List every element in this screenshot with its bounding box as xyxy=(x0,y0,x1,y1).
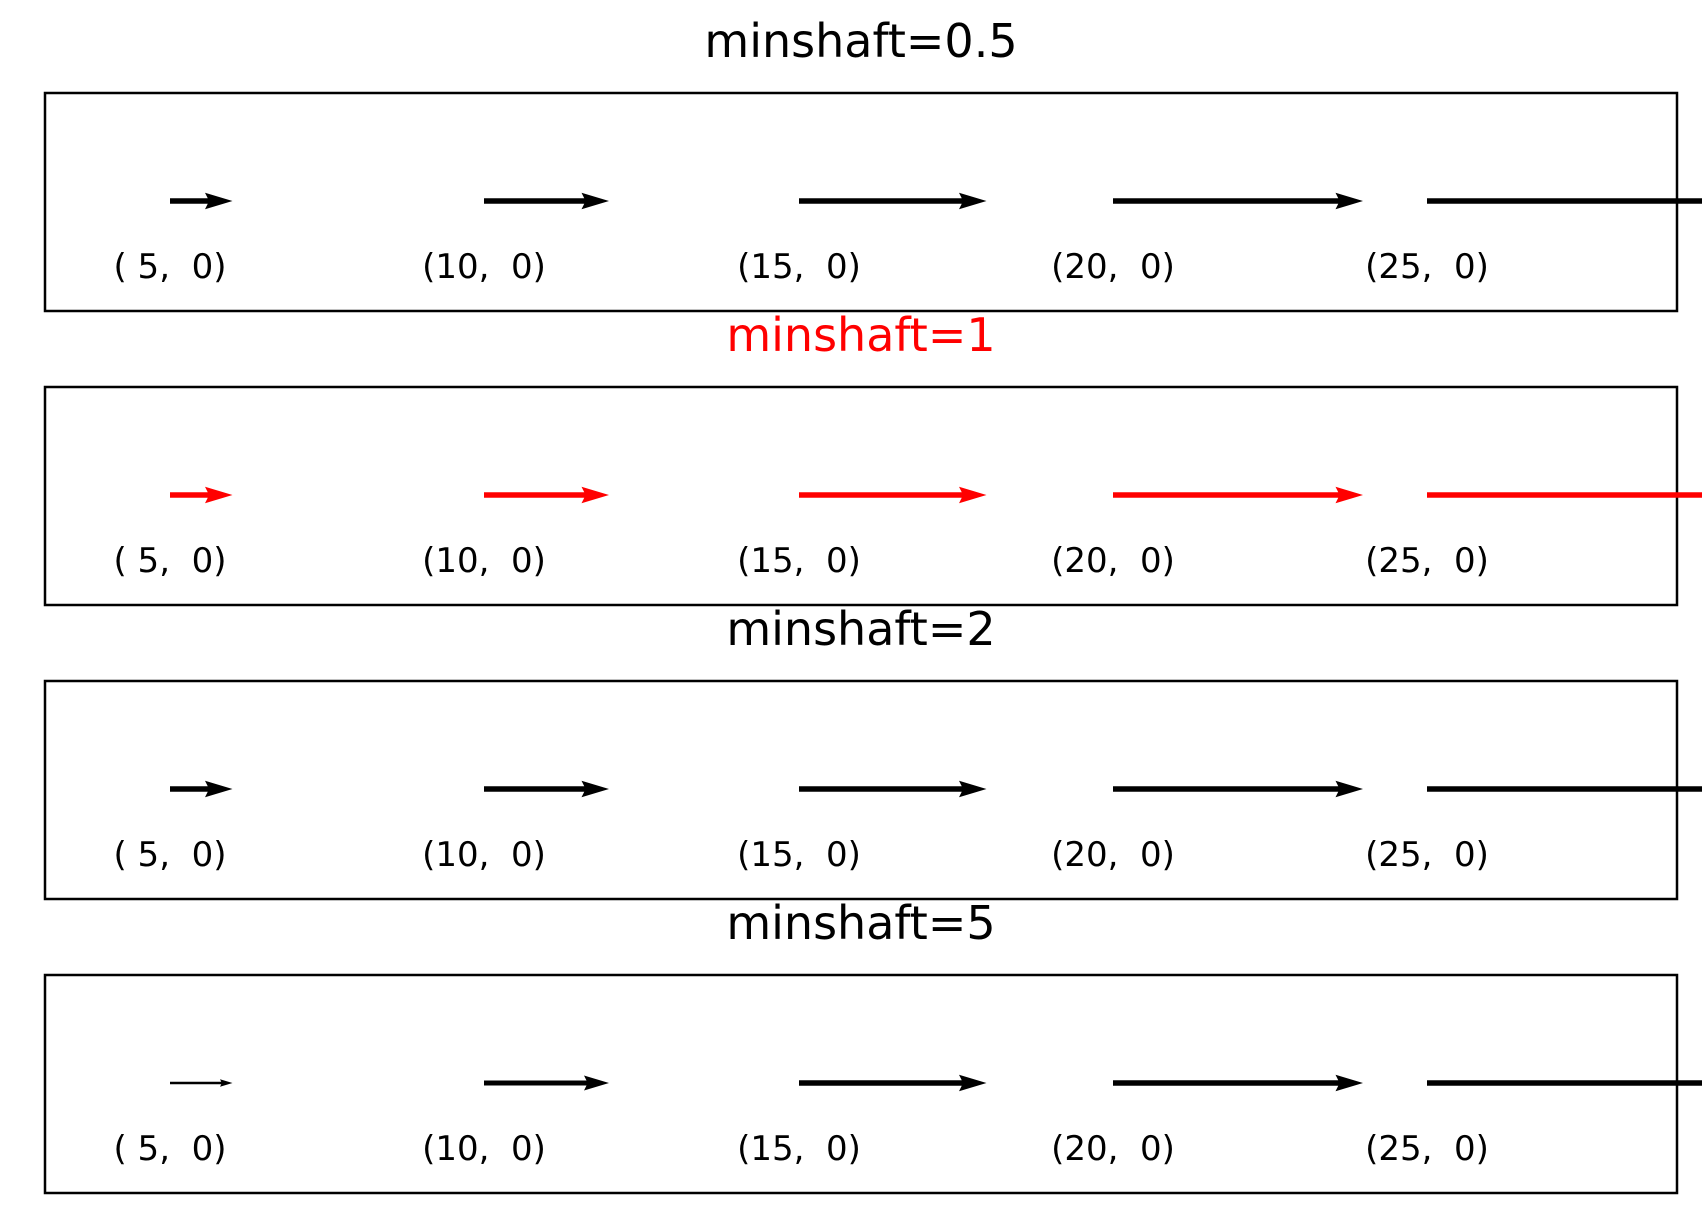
quiver-arrow xyxy=(170,486,233,504)
quiver-arrow xyxy=(799,1074,987,1092)
quiver-arrow xyxy=(1427,198,1702,204)
arrow-label: (15, 0) xyxy=(737,1129,861,1169)
arrow-label: (25, 0) xyxy=(1365,541,1489,581)
arrow-label: (20, 0) xyxy=(1051,1129,1175,1169)
arrow-label: (15, 0) xyxy=(737,541,861,581)
arrow-label: ( 5, 0) xyxy=(113,247,226,287)
panel: minshaft=0.5 ( 5, 0) (10, 0) (15, 0) (20, 0)… xyxy=(43,14,1702,313)
arrow-label: ( 5, 0) xyxy=(113,541,226,581)
arrow-label: (10, 0) xyxy=(422,247,546,287)
panel-title: minshaft=5 xyxy=(726,896,995,950)
panel-title: minshaft=1 xyxy=(726,308,995,362)
quiver-arrow xyxy=(799,192,987,210)
arrow-label: (20, 0) xyxy=(1051,247,1175,287)
quiver-arrow xyxy=(1427,492,1702,498)
arrow-label: (25, 0) xyxy=(1365,835,1489,875)
arrow-label: (15, 0) xyxy=(737,247,861,287)
quiver-arrow xyxy=(170,1079,233,1087)
quiver-arrow xyxy=(170,192,233,210)
arrow-label: (20, 0) xyxy=(1051,541,1175,581)
quiver-arrow xyxy=(1113,1074,1363,1092)
quiver-arrow xyxy=(484,192,609,210)
arrow-label: (25, 0) xyxy=(1365,247,1489,287)
quiver-arrow xyxy=(484,1075,609,1091)
arrow-label: ( 5, 0) xyxy=(113,835,226,875)
quiver-arrow xyxy=(170,780,233,798)
quiver-arrow xyxy=(799,780,987,798)
panels-group: minshaft=0.5 ( 5, 0) (10, 0) (15, 0) (20, 0)… xyxy=(43,14,1702,1195)
arrow-label: (10, 0) xyxy=(422,1129,546,1169)
panel-title: minshaft=2 xyxy=(726,602,995,656)
quiver-arrow xyxy=(799,486,987,504)
quiver-arrow xyxy=(1113,486,1363,504)
quiver-arrow xyxy=(484,780,609,798)
quiver-arrow xyxy=(1113,192,1363,210)
panel: minshaft=1 ( 5, 0) (10, 0) (15, 0) (20, 0) (2… xyxy=(43,308,1702,607)
arrow-label: ( 5, 0) xyxy=(113,1129,226,1169)
arrow-label: (20, 0) xyxy=(1051,835,1175,875)
arrow-label: (10, 0) xyxy=(422,541,546,581)
quiver-arrow xyxy=(1427,1080,1702,1086)
arrow-label: (15, 0) xyxy=(737,835,861,875)
quiver-arrow xyxy=(484,486,609,504)
quiver-arrow xyxy=(1427,786,1702,792)
panel-title: minshaft=0.5 xyxy=(704,14,1017,68)
arrow-label: (10, 0) xyxy=(422,835,546,875)
quiver-arrow xyxy=(1113,780,1363,798)
panel: minshaft=2 ( 5, 0) (10, 0) (15, 0) (20, 0) (2… xyxy=(43,602,1702,901)
panel: minshaft=5 ( 5, 0) (10, 0) (15, 0) (20, 0) (2… xyxy=(43,896,1702,1195)
arrow-label: (25, 0) xyxy=(1365,1129,1489,1169)
